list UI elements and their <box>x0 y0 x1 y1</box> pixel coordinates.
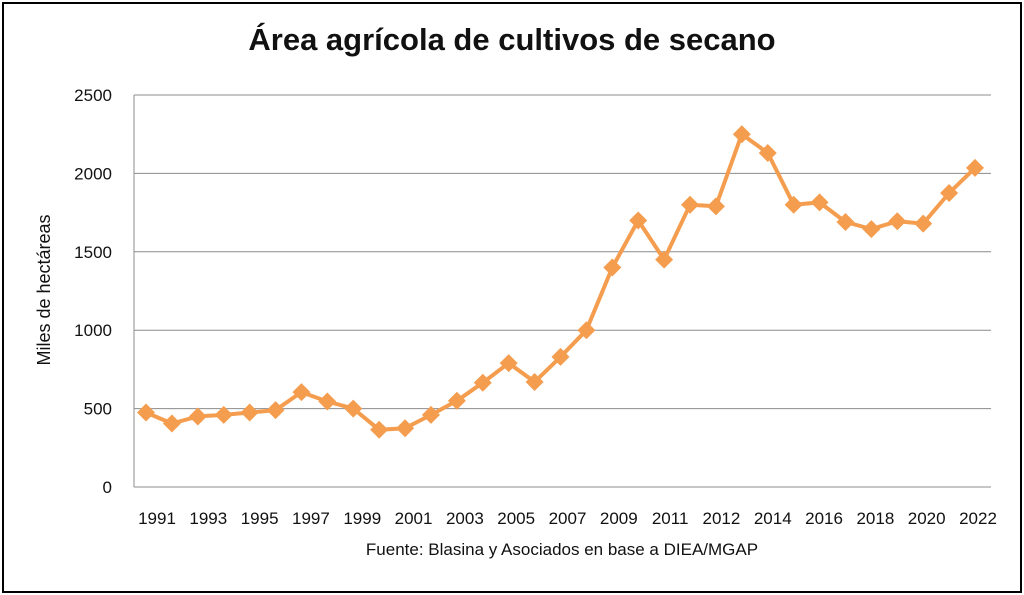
data-point <box>499 354 518 373</box>
data-point <box>162 414 181 433</box>
data-point <box>266 401 285 420</box>
x-tick-label: 2016 <box>805 509 843 528</box>
data-point <box>421 405 440 424</box>
y-tick-label: 1000 <box>74 321 112 340</box>
data-point <box>862 220 881 239</box>
y-tick-label: 0 <box>103 478 112 497</box>
x-tick-label: 2020 <box>908 509 946 528</box>
x-tick-label: 2012 <box>703 509 741 528</box>
x-tick-label: 2001 <box>395 509 433 528</box>
data-point <box>370 420 389 439</box>
x-tick-label: 1997 <box>292 509 330 528</box>
data-point <box>732 125 751 144</box>
gridlines <box>133 94 991 488</box>
data-point <box>292 383 311 402</box>
data-point <box>473 373 492 392</box>
data-point <box>836 213 855 232</box>
y-tick-label: 2000 <box>74 164 112 183</box>
data-point <box>447 391 466 410</box>
source-note: Fuente: Blasina y Asociados en base a DI… <box>365 540 759 559</box>
data-point <box>629 211 648 230</box>
data-point <box>396 419 415 438</box>
data-point <box>888 212 907 231</box>
data-point <box>940 184 959 202</box>
x-tick-label: 1991 <box>138 509 176 528</box>
y-axis-label: Miles de hectáreas <box>34 214 54 365</box>
x-tick-label: 2003 <box>446 509 484 528</box>
series-markers <box>137 125 984 439</box>
data-point <box>603 258 622 277</box>
x-tick-label: 2005 <box>497 509 535 528</box>
x-tick-label: 2011 <box>652 509 689 528</box>
x-tick-label: 1999 <box>343 509 381 528</box>
data-point <box>318 392 337 411</box>
data-point <box>525 372 544 391</box>
data-point <box>137 403 155 422</box>
data-point <box>706 197 725 216</box>
x-tick-label: 2018 <box>856 509 894 528</box>
data-point <box>681 195 700 214</box>
data-point <box>784 195 803 214</box>
data-point <box>214 405 233 424</box>
y-tick-label: 500 <box>84 400 112 419</box>
series-line <box>145 132 977 432</box>
data-point <box>240 403 259 422</box>
y-tick-labels: 0 500 1000 1500 2000 2500 <box>74 86 112 497</box>
x-tick-label: 2022 <box>959 509 997 528</box>
data-point <box>577 321 596 340</box>
data-point <box>810 193 829 212</box>
data-point <box>914 214 933 233</box>
y-tick-label: 2500 <box>74 86 112 105</box>
x-tick-labels: 1991 1993 1995 1997 1999 2001 2003 2005 2007 2009… <box>138 509 997 528</box>
data-point <box>188 407 207 426</box>
data-point <box>966 158 984 177</box>
y-tick-label: 1500 <box>74 243 112 262</box>
data-point <box>551 347 570 366</box>
data-point <box>344 399 363 418</box>
data-point <box>758 144 777 163</box>
x-tick-label: 2007 <box>549 509 587 528</box>
x-tick-label: 2014 <box>754 509 792 528</box>
x-tick-label: 1993 <box>189 509 227 528</box>
x-tick-label: 2009 <box>600 509 638 528</box>
x-tick-label: 1995 <box>241 509 279 528</box>
data-point <box>655 250 674 269</box>
chart-title: Área agrícola de cultivos de secano <box>248 22 776 57</box>
